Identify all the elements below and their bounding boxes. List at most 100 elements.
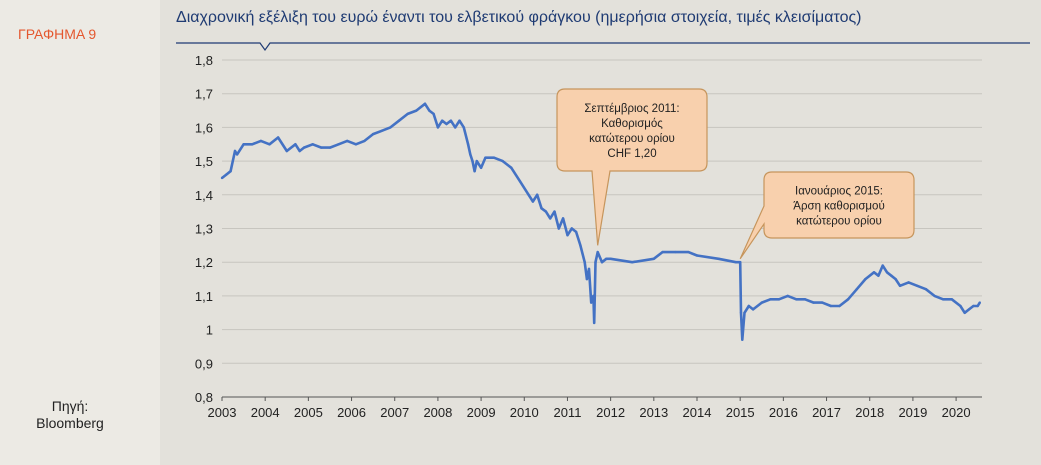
callout-text: Σεπτέμβριος 2011:	[584, 103, 679, 115]
data-point	[907, 281, 910, 284]
data-point	[229, 170, 232, 173]
chart-title: Διαχρονική εξέλιξη του ευρώ έναντι του ε…	[176, 9, 862, 26]
data-point	[821, 301, 824, 304]
source-label: Πηγή:	[51, 398, 89, 414]
callout-text: Καθορισμός	[601, 118, 663, 130]
data-point	[302, 146, 306, 149]
data-point	[959, 304, 962, 308]
x-tick-label: 2019	[898, 405, 927, 420]
data-point	[298, 149, 301, 153]
header-layer	[176, 42, 1030, 52]
y-tick-label: 1,7	[195, 87, 213, 102]
data-point	[661, 250, 664, 254]
x-tick-label: 2010	[510, 405, 539, 420]
data-point	[354, 143, 358, 146]
data-point	[268, 143, 271, 146]
data-point	[484, 156, 487, 159]
callout-text: κατώτερου ορίου	[589, 133, 675, 145]
x-tick-label: 2008	[423, 405, 452, 420]
data-point	[432, 112, 435, 116]
callout-text: Άρση καθορισμού	[793, 201, 884, 213]
data-point	[557, 227, 560, 230]
data-point	[631, 261, 634, 264]
data-point	[674, 250, 677, 254]
x-tick-label: 2011	[553, 405, 581, 420]
x-tick-label: 2009	[467, 405, 496, 420]
data-point	[717, 257, 720, 260]
data-point	[585, 277, 589, 281]
callout: Σεπτέμβριος 2011: Καθορισμός κατώτερου ορί…	[556, 88, 708, 246]
data-point	[259, 139, 263, 143]
y-tick-label: 1	[206, 323, 213, 338]
x-tick-label: 2020	[942, 405, 971, 420]
callout-bubble	[556, 88, 708, 246]
data-point	[583, 261, 586, 264]
x-tick-label: 2014	[683, 405, 712, 420]
callout-layer: Σεπτέμβριος 2011: Καθορισμός κατώτερου ορί…	[556, 88, 915, 260]
x-tick-label: 2018	[855, 405, 884, 420]
data-point	[540, 207, 543, 210]
data-point	[454, 126, 457, 129]
data-point	[795, 298, 798, 301]
data-point	[397, 119, 401, 122]
x-tick-label: 2017	[812, 405, 841, 420]
data-point	[881, 264, 884, 267]
data-point	[492, 156, 496, 159]
data-point	[363, 139, 366, 143]
data-point	[566, 234, 569, 237]
data-point	[924, 288, 928, 291]
data-point	[527, 193, 530, 196]
data-point	[574, 230, 578, 234]
data-point	[594, 261, 597, 264]
data-point	[415, 109, 418, 112]
title-rule	[176, 42, 1030, 52]
data-point	[570, 227, 573, 230]
data-point	[225, 173, 228, 176]
data-point	[760, 301, 763, 304]
data-point	[976, 304, 979, 308]
data-point	[972, 304, 975, 308]
data-point	[510, 166, 513, 169]
data-point	[406, 112, 409, 116]
data-point	[553, 210, 556, 213]
data-point	[872, 271, 876, 274]
data-point	[380, 129, 383, 132]
data-point	[346, 139, 349, 143]
data-point	[652, 257, 655, 260]
data-point	[967, 308, 971, 311]
data-point	[561, 217, 565, 220]
data-point	[441, 119, 444, 122]
data-point	[743, 311, 746, 314]
x-tick-label: 2015	[726, 405, 755, 420]
data-point	[864, 277, 867, 281]
data-point	[747, 304, 750, 308]
x-tick-label: 2004	[251, 405, 280, 420]
y-tick-label: 1,1	[195, 289, 213, 304]
data-point	[885, 271, 889, 274]
x-tick-label: 2007	[380, 405, 409, 420]
callout-bubble	[739, 171, 915, 260]
data-point	[518, 180, 522, 183]
data-point	[462, 126, 465, 129]
callout: Ιανουάριος 2015: Άρση καθορισμού κατώτερου…	[739, 171, 915, 260]
x-tick-label: 2012	[596, 405, 625, 420]
data-point	[320, 146, 323, 149]
data-point	[501, 159, 504, 163]
data-point	[593, 321, 596, 325]
y-tick-label: 0,9	[195, 356, 213, 371]
data-point	[695, 254, 699, 257]
data-point	[941, 298, 945, 301]
data-point	[769, 298, 772, 301]
y-tick-label: 1,5	[195, 154, 213, 169]
data-point	[855, 288, 858, 291]
data-point	[475, 159, 478, 163]
data-point	[916, 284, 919, 287]
data-point	[549, 217, 552, 220]
data-point	[445, 122, 448, 126]
figure-number-label: ΓΡΑΦΗΜΑ 9	[18, 26, 97, 42]
x-tick-label: 2013	[639, 405, 668, 420]
data-point	[285, 149, 288, 153]
data-point	[389, 126, 392, 129]
data-point	[777, 298, 781, 301]
